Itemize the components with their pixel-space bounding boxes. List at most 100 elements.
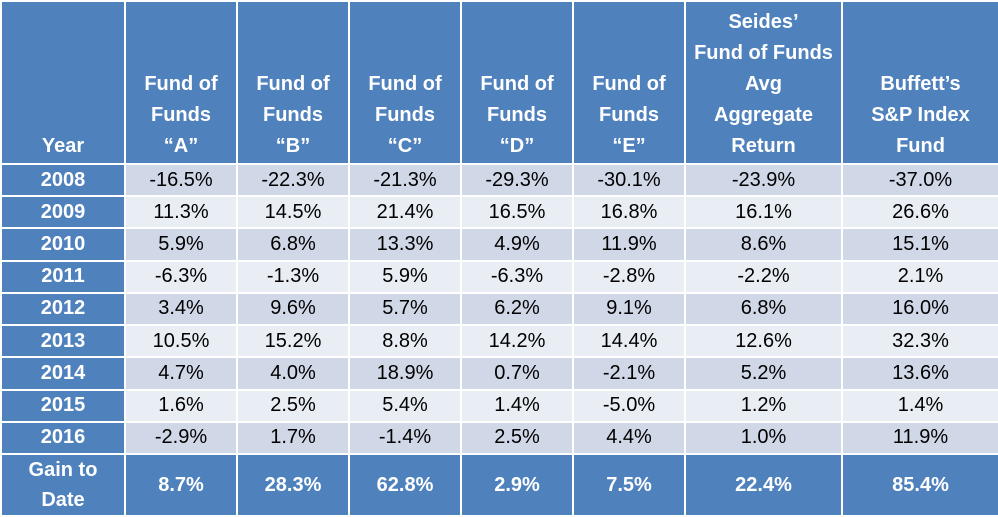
value-cell-buffett-index: 11.9% xyxy=(841,420,998,456)
value-cell-seides-avg: -23.9% xyxy=(684,162,843,198)
value-cell-fund-e: -2.1% xyxy=(572,356,686,391)
header-fund-d: Fund of Funds “D” xyxy=(460,0,574,165)
header-seides-line2: Fund of Funds xyxy=(694,42,833,64)
total-value-fund-d: 2.9% xyxy=(460,453,574,517)
value-cell-fund-d: 16.5% xyxy=(460,195,574,230)
value-cell-buffett-index: 2.1% xyxy=(841,259,998,294)
header-year-label: Year xyxy=(41,135,85,157)
value-cell-fund-c: 18.9% xyxy=(348,356,462,391)
value-cell-fund-a: 11.3% xyxy=(124,195,238,230)
year-cell: 2011 xyxy=(0,259,126,294)
total-value-fund-c: 62.8% xyxy=(348,453,462,517)
value-cell-fund-d: 4.9% xyxy=(460,227,574,262)
value-cell-fund-d: -29.3% xyxy=(460,162,574,198)
value-cell-fund-d: -6.3% xyxy=(460,259,574,294)
header-fund-c-line1: Fund of xyxy=(368,73,442,95)
total-value-buffett-index: 85.4% xyxy=(841,453,998,517)
value-cell-fund-d: 14.2% xyxy=(460,324,574,359)
total-label-line1: Gain to xyxy=(28,459,98,481)
value-cell-fund-e: -2.8% xyxy=(572,259,686,294)
header-fund-c-line2: Funds xyxy=(375,104,435,126)
header-seides-line4: Aggregate xyxy=(714,104,813,126)
header-buffett-line3: Fund xyxy=(896,135,945,157)
value-cell-seides-avg: 8.6% xyxy=(684,227,843,262)
year-cell: 2012 xyxy=(0,291,126,327)
value-cell-fund-d: 0.7% xyxy=(460,356,574,391)
value-cell-fund-b: 14.5% xyxy=(236,195,350,230)
total-value-fund-e: 7.5% xyxy=(572,453,686,517)
year-cell: 2013 xyxy=(0,324,126,359)
value-cell-fund-d: 6.2% xyxy=(460,291,574,327)
value-cell-fund-b: 15.2% xyxy=(236,324,350,359)
header-year: Year xyxy=(0,0,126,165)
value-cell-seides-avg: 1.2% xyxy=(684,388,843,423)
table-row: 2014 4.7% 4.0% 18.9% 0.7% -2.1% 5.2% 13.6% xyxy=(0,356,998,391)
value-cell-seides-avg: 1.0% xyxy=(684,420,843,456)
value-cell-fund-e: -30.1% xyxy=(572,162,686,198)
total-value-seides-avg: 22.4% xyxy=(684,453,843,517)
value-cell-fund-c: -21.3% xyxy=(348,162,462,198)
header-fund-e-line2: Funds xyxy=(599,104,659,126)
year-cell: 2016 xyxy=(0,420,126,456)
header-fund-b: Fund of Funds “B” xyxy=(236,0,350,165)
header-fund-b-line1: Fund of xyxy=(256,73,330,95)
header-seides-line1: Seides’ xyxy=(728,11,799,33)
total-label: Gain to Date xyxy=(0,453,126,517)
value-cell-fund-d: 1.4% xyxy=(460,388,574,423)
value-cell-fund-c: 8.8% xyxy=(348,324,462,359)
value-cell-fund-e: 14.4% xyxy=(572,324,686,359)
value-cell-buffett-index: 13.6% xyxy=(841,356,998,391)
header-fund-c: Fund of Funds “C” xyxy=(348,0,462,165)
year-cell: 2010 xyxy=(0,227,126,262)
total-row: Gain to Date 8.7% 28.3% 62.8% 2.9% 7.5% … xyxy=(0,453,998,517)
value-cell-fund-c: 13.3% xyxy=(348,227,462,262)
header-seides-line3: Avg xyxy=(744,73,783,95)
table-row: 2009 11.3% 14.5% 21.4% 16.5% 16.8% 16.1% 26.6% xyxy=(0,195,998,230)
header-fund-e-line3: “E” xyxy=(612,135,646,157)
header-buffett-index: Buffett’s S&P Index Fund xyxy=(841,0,998,165)
year-cell: 2009 xyxy=(0,195,126,230)
value-cell-seides-avg: 12.6% xyxy=(684,324,843,359)
header-fund-a-line3: “A” xyxy=(163,135,199,157)
value-cell-fund-e: -5.0% xyxy=(572,388,686,423)
table-row: 2012 3.4% 9.6% 5.7% 6.2% 9.1% 6.8% 16.0% xyxy=(0,291,998,327)
value-cell-fund-b: -1.3% xyxy=(236,259,350,294)
value-cell-fund-e: 4.4% xyxy=(572,420,686,456)
value-cell-fund-a: 1.6% xyxy=(124,388,238,423)
value-cell-fund-b: 1.7% xyxy=(236,420,350,456)
total-label-line2: Date xyxy=(41,489,85,511)
value-cell-fund-a: 3.4% xyxy=(124,291,238,327)
value-cell-buffett-index: 1.4% xyxy=(841,388,998,423)
header-fund-d-line1: Fund of xyxy=(480,73,554,95)
header-fund-a-line2: Funds xyxy=(151,104,211,126)
value-cell-fund-e: 9.1% xyxy=(572,291,686,327)
header-row: Year Fund of Funds “A” Fund of Funds “B”… xyxy=(0,0,998,165)
header-seides-line5: Return xyxy=(731,135,796,157)
header-fund-a: Fund of Funds “A” xyxy=(124,0,238,165)
table-row: 2013 10.5% 15.2% 8.8% 14.2% 14.4% 12.6% 32.3% xyxy=(0,324,998,359)
value-cell-fund-c: 5.7% xyxy=(348,291,462,327)
value-cell-fund-a: -6.3% xyxy=(124,259,238,294)
header-fund-b-line2: Funds xyxy=(263,104,323,126)
value-cell-fund-c: -1.4% xyxy=(348,420,462,456)
total-value-fund-a: 8.7% xyxy=(124,453,238,517)
header-fund-d-line3: “D” xyxy=(499,135,535,157)
value-cell-fund-e: 16.8% xyxy=(572,195,686,230)
value-cell-buffett-index: 16.0% xyxy=(841,291,998,327)
value-cell-fund-c: 5.9% xyxy=(348,259,462,294)
year-cell: 2008 xyxy=(0,162,126,198)
table-body: 2008 -16.5% -22.3% -21.3% -29.3% -30.1% -23.9%… xyxy=(0,162,998,456)
value-cell-seides-avg: 6.8% xyxy=(684,291,843,327)
value-cell-buffett-index: 32.3% xyxy=(841,324,998,359)
header-fund-e: Fund of Funds “E” xyxy=(572,0,686,165)
header-fund-d-line2: Funds xyxy=(487,104,547,126)
year-cell: 2015 xyxy=(0,388,126,423)
table-row: 2016 -2.9% 1.7% -1.4% 2.5% 4.4% 1.0% 11.9% xyxy=(0,420,998,456)
value-cell-fund-b: 2.5% xyxy=(236,388,350,423)
value-cell-fund-a: 5.9% xyxy=(124,227,238,262)
value-cell-seides-avg: -2.2% xyxy=(684,259,843,294)
table-row: 2008 -16.5% -22.3% -21.3% -29.3% -30.1% -23.9%… xyxy=(0,162,998,198)
total-value-fund-b: 28.3% xyxy=(236,453,350,517)
table-row: 2010 5.9% 6.8% 13.3% 4.9% 11.9% 8.6% 15.1% xyxy=(0,227,998,262)
